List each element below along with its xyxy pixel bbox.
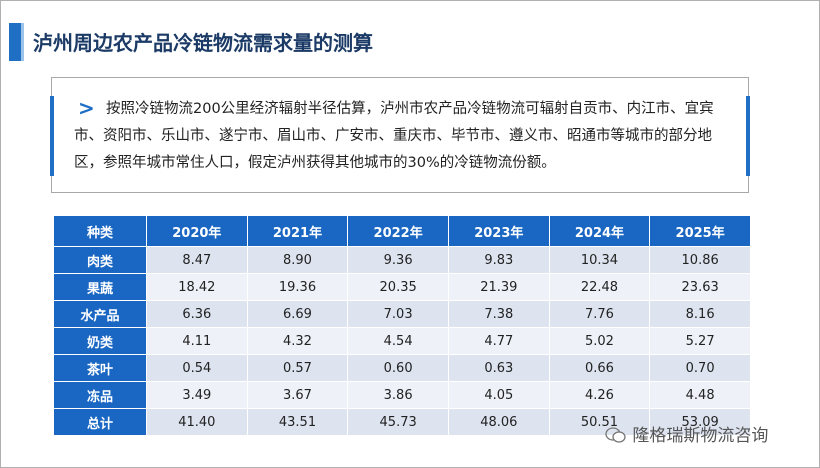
table-row: 肉类 8.47 8.90 9.36 9.83 10.34 10.86 — [53, 246, 751, 274]
row-header: 茶叶 — [53, 354, 147, 382]
table-cell: 19.36 — [246, 273, 349, 301]
table-row: 水产品 6.36 6.69 7.03 7.38 7.76 8.16 — [53, 300, 751, 328]
table-cell: 4.32 — [246, 327, 349, 355]
side-bar — [50, 96, 54, 176]
column-header: 2025年 — [649, 215, 751, 247]
table-cell: 41.40 — [146, 408, 248, 436]
side-bar — [746, 96, 750, 176]
table-cell: 7.76 — [548, 300, 651, 328]
table-cell: 4.26 — [548, 381, 651, 409]
table-cell: 53.09 — [649, 408, 751, 436]
table-cell: 10.86 — [649, 246, 751, 274]
title-bar-accent — [21, 23, 24, 61]
table-cell: 50.51 — [548, 408, 651, 436]
wechat-icon — [605, 427, 626, 443]
table-cell: 21.39 — [447, 273, 550, 301]
table-cell: 0.70 — [649, 354, 751, 382]
table-cell: 48.06 — [447, 408, 550, 436]
table-cell: 4.77 — [447, 327, 550, 355]
table-row: 总计 41.40 43.51 45.73 48.06 50.51 53.09 — [53, 408, 751, 436]
table-cell: 4.48 — [649, 381, 751, 409]
note-box: > 按照冷链物流200公里经济辐射半径估算，泸州市农产品冷链物流可辐射自贡市、内… — [50, 77, 750, 193]
column-header: 种类 — [53, 215, 147, 247]
table-row: 果蔬 18.42 19.36 20.35 21.39 22.48 23.63 — [53, 273, 751, 301]
table-row: 茶叶 0.54 0.57 0.60 0.63 0.66 0.70 — [53, 354, 751, 382]
column-header: 2024年 — [548, 215, 651, 247]
header-row: 种类 2020年 2021年 2022年 2023年 2024年 2025年 — [53, 215, 751, 247]
table-cell: 9.36 — [347, 246, 449, 274]
table-cell: 3.86 — [347, 381, 449, 409]
watermark-text: 隆格瑞斯物流咨询 — [632, 426, 769, 446]
column-header: 2021年 — [246, 215, 349, 247]
row-header: 总计 — [53, 408, 147, 436]
table-cell: 8.47 — [146, 246, 248, 274]
title-bar — [9, 23, 21, 61]
table-row: 奶类 4.11 4.32 4.54 4.77 5.02 5.27 — [53, 327, 751, 355]
chevron-icon: > — [78, 96, 95, 120]
row-header: 水产品 — [53, 300, 147, 328]
table-cell: 0.63 — [447, 354, 550, 382]
row-header: 奶类 — [53, 327, 147, 355]
table-cell: 4.11 — [146, 327, 248, 355]
table-cell: 4.05 — [447, 381, 550, 409]
row-header: 冻品 — [53, 381, 147, 409]
table-cell: 5.02 — [548, 327, 651, 355]
table-cell: 43.51 — [246, 408, 349, 436]
table-cell: 6.69 — [246, 300, 349, 328]
column-header: 2022年 — [347, 215, 449, 247]
row-header: 肉类 — [53, 246, 147, 274]
table-cell: 22.48 — [548, 273, 651, 301]
table-cell: 8.90 — [246, 246, 349, 274]
table-cell: 20.35 — [347, 273, 449, 301]
table-row: 冻品 3.49 3.67 3.86 4.05 4.26 4.48 — [53, 381, 751, 409]
row-header: 果蔬 — [53, 273, 147, 301]
data-table: 种类 2020年 2021年 2022年 2023年 2024年 2025年 肉类 8.47 8.… — [53, 215, 751, 436]
table-cell: 0.60 — [347, 354, 449, 382]
table-cell: 23.63 — [649, 273, 751, 301]
table-cell: 7.38 — [447, 300, 550, 328]
table-cell: 0.57 — [246, 354, 349, 382]
column-header: 2020年 — [146, 215, 248, 247]
table-cell: 9.83 — [447, 246, 550, 274]
table-cell: 0.66 — [548, 354, 651, 382]
table-cell: 8.16 — [649, 300, 751, 328]
table-cell: 4.54 — [347, 327, 449, 355]
table-cell: 10.34 — [548, 246, 651, 274]
table-cell: 45.73 — [347, 408, 449, 436]
column-header: 2023年 — [447, 215, 550, 247]
title: 泸州周边农产品冷链物流需求量的测算 — [33, 31, 373, 55]
table-cell: 0.54 — [146, 354, 248, 382]
table-cell: 3.67 — [246, 381, 349, 409]
table-cell: 18.42 — [146, 273, 248, 301]
watermark: 隆格瑞斯物流咨询 — [605, 421, 768, 446]
note-text: 按照冷链物流200公里经济辐射半径估算，泸州市农产品冷链物流可辐射自贡市、内江市… — [74, 101, 714, 171]
table-cell: 5.27 — [649, 327, 751, 355]
table-cell: 7.03 — [347, 300, 449, 328]
table-cell: 3.49 — [146, 381, 248, 409]
table-cell: 6.36 — [146, 300, 248, 328]
